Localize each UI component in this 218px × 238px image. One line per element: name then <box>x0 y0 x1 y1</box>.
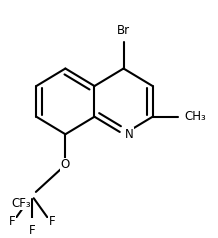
Text: F: F <box>29 224 35 237</box>
Text: CH₃: CH₃ <box>184 110 206 123</box>
Text: N: N <box>125 128 133 141</box>
Text: F: F <box>9 215 15 228</box>
Text: Br: Br <box>117 24 130 37</box>
Text: O: O <box>61 159 70 171</box>
Text: CF₃: CF₃ <box>11 197 31 210</box>
Text: F: F <box>49 215 55 228</box>
